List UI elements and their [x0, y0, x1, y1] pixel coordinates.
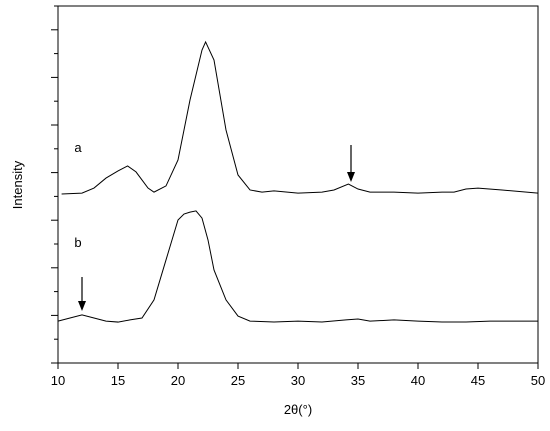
x-tick-label: 25 [231, 373, 245, 388]
x-tick-label: 10 [51, 373, 65, 388]
arrow [347, 145, 355, 182]
x-axis-label: 2θ(°) [284, 402, 312, 417]
y-axis-label: Intensity [10, 160, 25, 209]
plot-frame [57, 5, 539, 364]
x-tick-label: 30 [291, 373, 305, 388]
x-tick-label: 50 [531, 373, 545, 388]
arrow [78, 277, 86, 311]
x-tick-label: 15 [111, 373, 125, 388]
annotation: b [74, 235, 81, 250]
x-tick-label: 45 [471, 373, 485, 388]
x-tick-label: 35 [351, 373, 365, 388]
x-tick-label: 40 [411, 373, 425, 388]
data-line [61, 40, 539, 195]
data-line [57, 210, 538, 323]
annotation: a [74, 140, 82, 155]
x-tick-label: 20 [171, 373, 185, 388]
